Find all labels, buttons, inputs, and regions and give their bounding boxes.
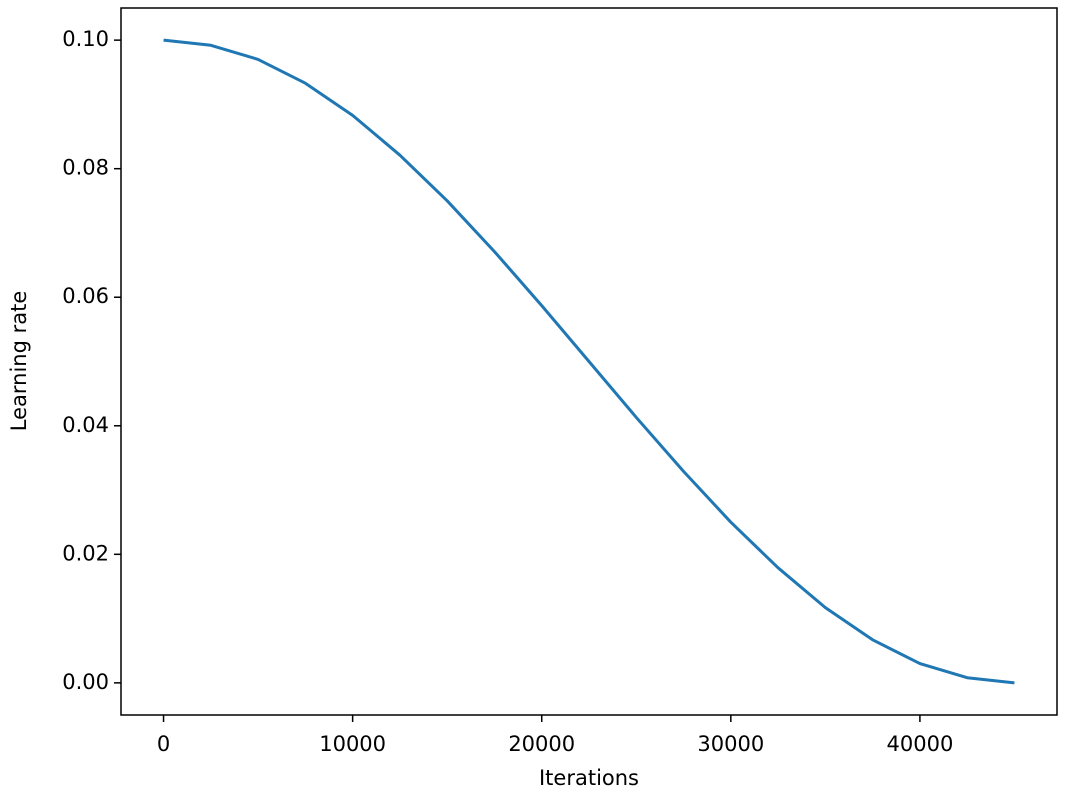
y-axis-label: Learning rate: [7, 291, 31, 432]
axes-frame: [120, 7, 1058, 716]
y-tick-label: 0.06: [62, 284, 109, 308]
y-tick-label: 0.00: [62, 670, 109, 694]
x-tick-label: 10000: [319, 732, 386, 756]
x-axis-label: Iterations: [539, 766, 639, 790]
y-tick-label: 0.08: [62, 156, 109, 180]
y-tick-label: 0.04: [62, 413, 109, 437]
line: [163, 38, 1015, 685]
x-tick-label: 20000: [508, 732, 575, 756]
x-tick-label: 0: [157, 732, 170, 756]
y-tick-label: 0.10: [62, 27, 109, 51]
y-tick-label: 0.02: [62, 541, 109, 565]
x-tick-label: 30000: [697, 732, 764, 756]
x-tick-label: 40000: [887, 732, 954, 756]
